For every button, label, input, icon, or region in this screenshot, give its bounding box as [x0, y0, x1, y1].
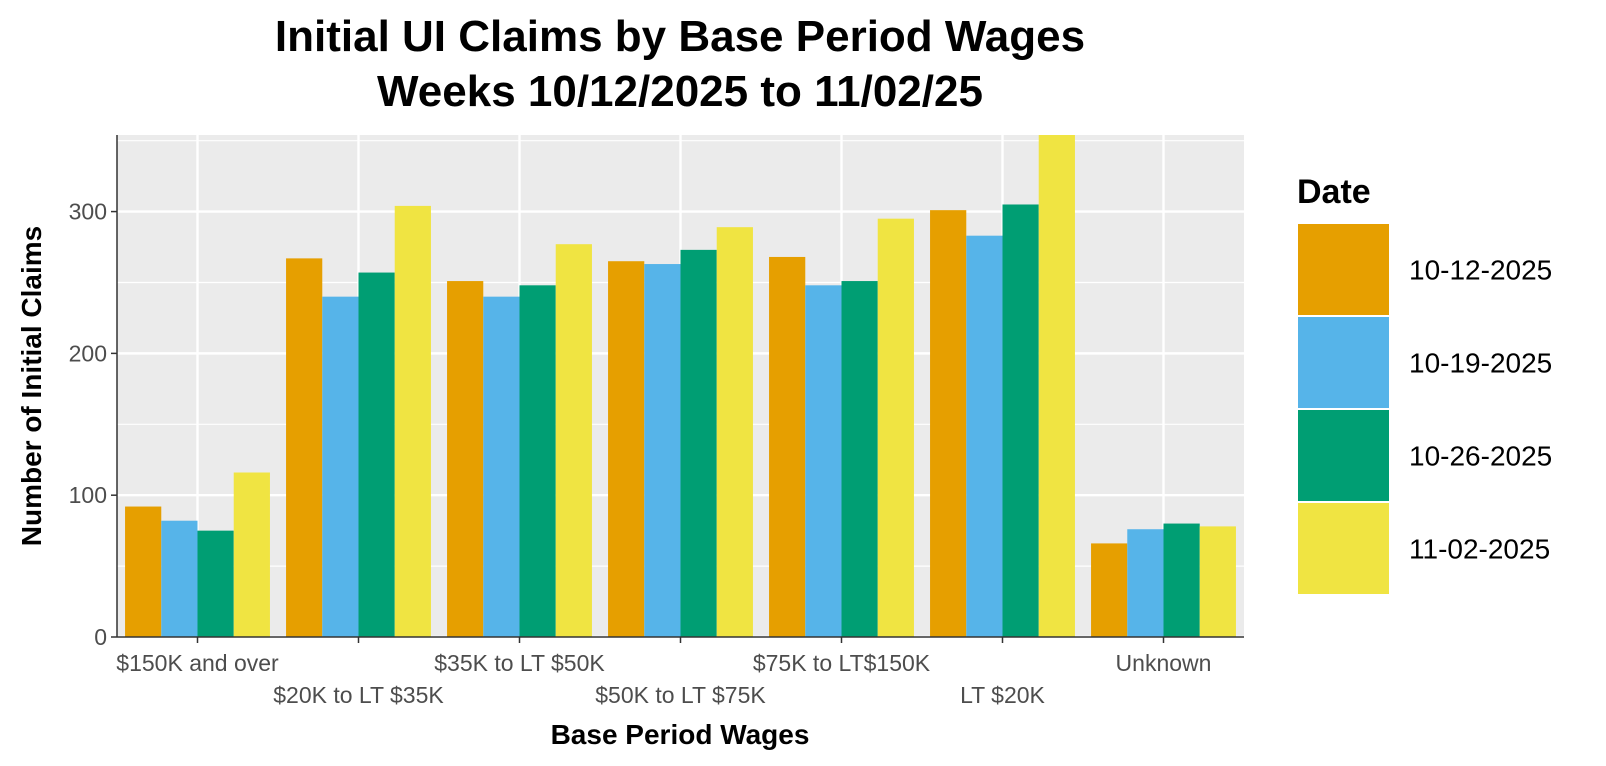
bar: [1163, 523, 1200, 637]
bar: [447, 281, 484, 637]
bar: [877, 218, 914, 637]
bar: [1091, 543, 1128, 637]
bar: [519, 285, 556, 637]
legend-label: 10-12-2025: [1409, 255, 1552, 286]
chart-title-line2: Weeks 10/12/2025 to 11/02/25: [377, 67, 983, 116]
bar: [233, 472, 270, 637]
bar: [1199, 526, 1236, 637]
legend-key: [1296, 408, 1391, 503]
x-tick-label: Unknown: [1116, 650, 1212, 676]
bar: [966, 235, 1003, 638]
bar: [1002, 204, 1039, 637]
legend-key: [1296, 501, 1391, 596]
chart-title-line1: Initial UI Claims by Base Period Wages: [275, 12, 1085, 61]
bar: [644, 264, 681, 637]
bar: [930, 210, 967, 637]
x-axis-title: Base Period Wages: [551, 719, 810, 750]
bar: [841, 281, 878, 637]
bar: [769, 256, 806, 637]
bar: [322, 296, 359, 637]
bar: [483, 296, 520, 637]
bar: [1127, 529, 1164, 637]
bar: [716, 227, 753, 637]
y-tick-label: 300: [69, 199, 107, 225]
legend-label: 10-19-2025: [1409, 348, 1552, 379]
bars: [125, 135, 1236, 638]
bar: [197, 530, 234, 637]
bar: [358, 272, 395, 637]
x-tick-label: LT $20K: [960, 682, 1045, 708]
bar: [286, 258, 323, 637]
bar: [1038, 135, 1075, 637]
legend-label: 10-26-2025: [1409, 441, 1552, 472]
y-tick-label: 100: [69, 482, 107, 508]
y-axis-title: Number of Initial Claims: [16, 226, 47, 547]
x-tick-label: $50K to LT $75K: [595, 682, 766, 708]
x-tick-labels: $150K and over $20K to LT $35K $35K to LT …: [116, 650, 1211, 708]
y-tick-labels: 0 100 200 300: [69, 199, 107, 650]
bar: [555, 244, 592, 638]
legend-key: [1296, 315, 1391, 410]
legend: Date 10-12-2025 10-19-2025 10-26-2025 11-02…: [1296, 173, 1552, 596]
legend-title: Date: [1297, 173, 1371, 211]
bar: [125, 506, 162, 637]
y-tick-label: 200: [69, 340, 107, 366]
legend-key: [1296, 222, 1391, 317]
bar: [394, 205, 431, 637]
x-tick-label: $75K to LT$150K: [753, 650, 931, 676]
x-tick-label: $35K to LT $50K: [434, 650, 605, 676]
bar: [161, 520, 198, 637]
bar: [805, 285, 842, 637]
x-tick-label: $20K to LT $35K: [273, 682, 444, 708]
x-tick-label: $150K and over: [116, 650, 279, 676]
bar: [608, 261, 645, 637]
bar: [680, 249, 717, 637]
axes: [111, 135, 1244, 643]
y-tick-label: 0: [94, 624, 107, 650]
legend-label: 11-02-2025: [1409, 534, 1550, 565]
